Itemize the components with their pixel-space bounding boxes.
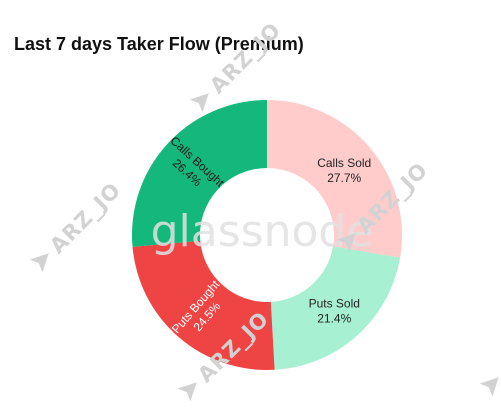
chart-title: Last 7 days Taker Flow (Premium) (14, 34, 304, 54)
paper-plane-icon (189, 93, 209, 113)
slice-category-label: Puts Sold (309, 296, 360, 310)
arz-jo-watermark-text: ARZ_JO (495, 302, 501, 382)
slice-value-label: 21.4% (317, 311, 351, 325)
paper-plane-icon (479, 377, 499, 397)
arz-jo-watermark-text: ARZ_JO (45, 178, 125, 258)
paper-plane-icon (177, 382, 197, 402)
chart-slices (131, 100, 402, 370)
slice-puts-bought (132, 240, 275, 370)
slice-category-label: Calls Sold (317, 156, 371, 170)
glassnode-logo-text: glassnode (151, 206, 374, 257)
slice-puts-sold (270, 246, 401, 370)
glassnode-watermark: glassnode (151, 206, 374, 257)
slice-value-label: 27.7% (327, 171, 361, 185)
paper-plane-icon (29, 253, 49, 273)
slice-calls-bought (131, 100, 267, 247)
arz-jo-watermark: ARZ_JO (29, 178, 126, 273)
slice-calls-sold (267, 100, 402, 258)
arz-jo-watermark: ARZ_JO (479, 302, 501, 397)
arz-jo-watermark-text: ARZ_JO (205, 18, 285, 98)
